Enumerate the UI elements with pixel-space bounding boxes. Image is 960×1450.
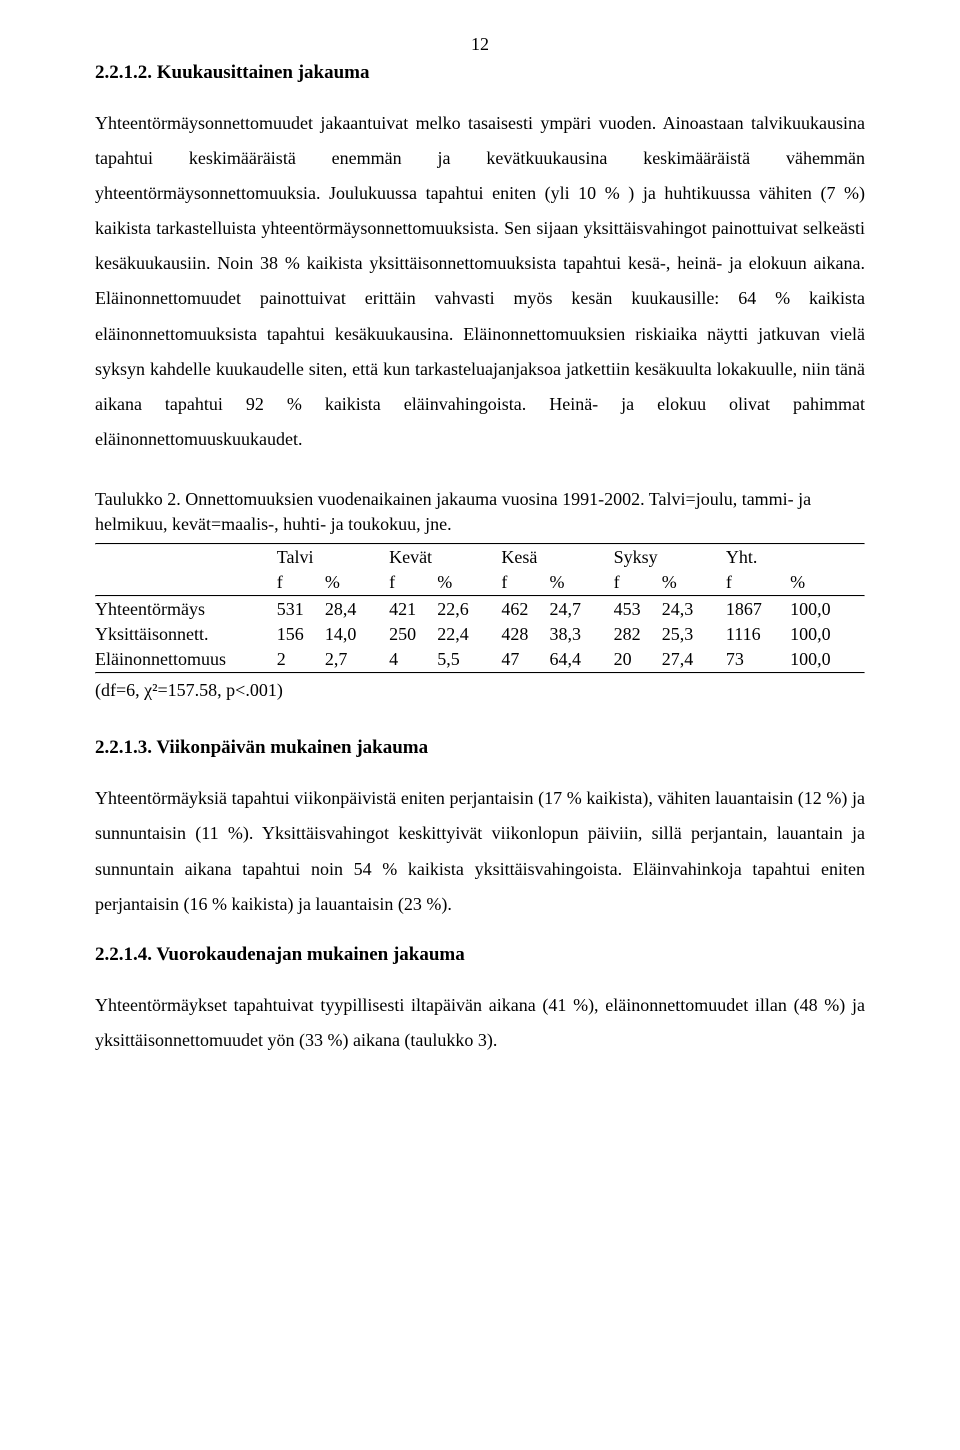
table-row: Yksittäisonnett. 156 14,0 250 22,4 428 3… <box>95 622 865 647</box>
col-group: Kevät <box>389 545 501 570</box>
page: 12 2.2.1.2. Kuukausittainen jakauma Yhte… <box>0 0 960 1450</box>
cell: 24,7 <box>549 597 613 622</box>
cell: 47 <box>501 647 549 672</box>
heading-weekday: 2.2.1.3. Viikonpäivän mukainen jakauma <box>95 737 865 759</box>
col-sub: f <box>277 570 325 595</box>
cell: 73 <box>726 647 790 672</box>
table-row: Yhteentörmäys 531 28,4 421 22,6 462 24,7… <box>95 597 865 622</box>
heading-monthly: 2.2.1.2. Kuukausittainen jakauma <box>95 62 865 84</box>
paragraph-weekday: Yhteentörmäyksiä tapahtui viikonpäivistä… <box>95 781 865 921</box>
col-sub: % <box>437 570 501 595</box>
cell: 2 <box>277 647 325 672</box>
col-group: Talvi <box>277 545 389 570</box>
col-group: Kesä <box>501 545 613 570</box>
cell: 28,4 <box>325 597 389 622</box>
col-blank <box>95 570 277 595</box>
table-rule-bottom <box>95 672 865 674</box>
table-head-row-groups: Talvi Kevät Kesä Syksy Yht. <box>95 545 865 570</box>
cell: 282 <box>614 622 662 647</box>
col-sub: % <box>325 570 389 595</box>
cell: 100,0 <box>790 622 865 647</box>
cell: 100,0 <box>790 597 865 622</box>
data-table-body: Yhteentörmäys 531 28,4 421 22,6 462 24,7… <box>95 597 865 672</box>
cell: 453 <box>614 597 662 622</box>
col-sub: f <box>389 570 437 595</box>
cell: 250 <box>389 622 437 647</box>
table-caption: Taulukko 2. Onnettomuuksien vuodenaikain… <box>95 487 865 537</box>
cell: 22,6 <box>437 597 501 622</box>
paragraph-time-of-day: Yhteentörmäykset tapahtuivat tyypillises… <box>95 988 865 1058</box>
cell: 1116 <box>726 622 790 647</box>
cell: 20 <box>614 647 662 672</box>
cell: 14,0 <box>325 622 389 647</box>
col-sub: f <box>614 570 662 595</box>
cell: 428 <box>501 622 549 647</box>
cell: 2,7 <box>325 647 389 672</box>
cell: 100,0 <box>790 647 865 672</box>
cell: 156 <box>277 622 325 647</box>
cell: 64,4 <box>549 647 613 672</box>
table-row: Eläinonnettomuus 2 2,7 4 5,5 47 64,4 20 … <box>95 647 865 672</box>
cell: 462 <box>501 597 549 622</box>
col-sub: % <box>790 570 865 595</box>
cell: 27,4 <box>662 647 726 672</box>
cell: 421 <box>389 597 437 622</box>
cell: 25,3 <box>662 622 726 647</box>
cell: 1867 <box>726 597 790 622</box>
cell: 5,5 <box>437 647 501 672</box>
row-label: Yhteentörmäys <box>95 597 277 622</box>
col-sub: f <box>501 570 549 595</box>
col-sub: % <box>549 570 613 595</box>
paragraph-monthly: Yhteentörmäysonnettomuudet jakaantuivat … <box>95 106 865 457</box>
col-group: Yht. <box>726 545 865 570</box>
row-label: Eläinonnettomuus <box>95 647 277 672</box>
data-table: Talvi Kevät Kesä Syksy Yht. f % f % f % … <box>95 545 865 595</box>
col-sub: % <box>662 570 726 595</box>
cell: 4 <box>389 647 437 672</box>
cell: 531 <box>277 597 325 622</box>
row-label: Yksittäisonnett. <box>95 622 277 647</box>
cell: 22,4 <box>437 622 501 647</box>
col-sub: f <box>726 570 790 595</box>
cell: 24,3 <box>662 597 726 622</box>
table-head-row-sub: f % f % f % f % f % <box>95 570 865 595</box>
cell: 38,3 <box>549 622 613 647</box>
table-body: Yhteentörmäys 531 28,4 421 22,6 462 24,7… <box>95 597 865 672</box>
col-group: Syksy <box>614 545 726 570</box>
heading-time-of-day: 2.2.1.4. Vuorokaudenajan mukainen jakaum… <box>95 944 865 966</box>
col-blank <box>95 545 277 570</box>
page-number: 12 <box>0 34 960 55</box>
table-footnote: (df=6, χ²=157.58, p<.001) <box>95 680 865 701</box>
table-head: Talvi Kevät Kesä Syksy Yht. f % f % f % … <box>95 545 865 595</box>
